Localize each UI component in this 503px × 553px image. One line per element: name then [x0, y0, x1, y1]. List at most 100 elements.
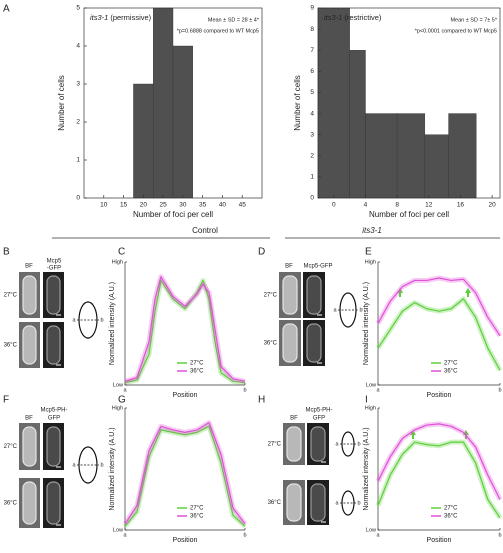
x-tick-label: b	[243, 387, 246, 393]
y-axis-label: Normalized intensity (A.U.)	[363, 427, 370, 510]
channel-label: GFP	[48, 416, 60, 422]
temperature-label: 27°C	[4, 293, 18, 299]
x-tick-label: a	[376, 532, 380, 538]
cell	[46, 481, 61, 525]
temperature-label: 36°C	[268, 500, 282, 506]
x-tick-label: b	[243, 532, 246, 538]
y-tick-label: 7	[310, 47, 314, 54]
x-axis-label: Position	[427, 392, 452, 399]
y-tick-label: 9	[310, 5, 314, 12]
section-header: Control	[192, 226, 218, 235]
panel-letter: A	[3, 4, 10, 15]
line	[124, 422, 246, 525]
x-tick-label: 16	[457, 202, 465, 209]
y-tick-label: 2	[76, 119, 80, 126]
plot-frame	[83, 7, 263, 199]
title-condition: (permissive)	[110, 13, 151, 22]
y-tick-label: 5	[310, 89, 314, 96]
section-header: its3-1	[362, 226, 382, 235]
legend-label: 27°C	[190, 506, 204, 512]
x-axis-label: Position	[427, 537, 452, 544]
bar	[396, 113, 426, 199]
y-tick-label: 4	[76, 43, 80, 50]
panel-letter: H	[258, 395, 265, 406]
annotation: *p<0.0001 compared to WT Mcp5	[415, 28, 497, 34]
chart-title: its3-1 (permissive)	[90, 13, 152, 22]
y-tick-label: Low	[113, 382, 123, 388]
line	[377, 298, 501, 371]
y-tick-label: 0	[310, 195, 314, 202]
x-tick-label: 25	[159, 202, 167, 209]
x-axis-label: Number of foci per cell	[369, 210, 449, 219]
annotation: Mean ± SD = 28 ± 4*	[208, 17, 260, 23]
channel-label: Mcp5	[47, 259, 62, 265]
line	[377, 441, 501, 519]
title-gene: its3-1	[90, 13, 108, 22]
x-axis-label: Position	[173, 537, 198, 544]
x-axis-label: Number of foci per cell	[133, 210, 213, 219]
bar	[448, 113, 477, 199]
panel-letter: G	[118, 395, 126, 406]
profile-end: b	[100, 462, 103, 468]
y-tick-label: 3	[310, 131, 314, 138]
cell	[22, 426, 37, 467]
cell	[286, 426, 302, 462]
x-tick-label: 15	[120, 202, 128, 209]
legend-label: 27°C	[444, 361, 458, 367]
x-tick-label: a	[123, 387, 127, 393]
y-tick-label: High	[112, 259, 123, 265]
annotation: Mean ± SD = 7± 5*	[450, 17, 497, 23]
arrow	[465, 288, 471, 297]
cell	[46, 426, 61, 467]
arrow	[463, 430, 469, 439]
channel-label: -GFP	[47, 266, 61, 272]
cell	[310, 426, 326, 462]
profile-end: a	[333, 307, 337, 313]
y-tick-label: Low	[366, 527, 376, 533]
y-tick-label: High	[365, 259, 376, 265]
cell	[22, 275, 37, 315]
x-tick-label: 45	[239, 202, 247, 209]
temperature-label: 27°C	[4, 444, 18, 450]
x-tick-label: 4	[364, 202, 368, 209]
cell	[282, 275, 298, 315]
temperature-label: 36°C	[4, 343, 18, 349]
channel-label: BF	[25, 416, 33, 422]
profile-end: b	[357, 500, 360, 506]
cell	[286, 483, 302, 522]
x-tick-label: 35	[199, 202, 207, 209]
legend-label: 36°C	[190, 369, 204, 375]
cell	[46, 275, 61, 315]
x-tick-label: 0	[332, 202, 336, 209]
profile-end: b	[100, 317, 103, 323]
profile-end: a	[335, 500, 339, 506]
x-tick-label: 20	[488, 202, 496, 209]
x-axis-label: Position	[173, 392, 198, 399]
bar	[172, 45, 193, 199]
y-tick-label: 4	[310, 110, 314, 117]
arrows	[397, 288, 471, 439]
x-tick-label: 10	[100, 202, 108, 209]
temperature-label: 27°C	[264, 293, 278, 299]
chart-title: its3-1 (restrictive)	[324, 13, 382, 22]
panel-letter: D	[258, 247, 265, 258]
y-axis-label: Normalized intensity (A.U.)	[109, 427, 116, 510]
panel-letter: B	[3, 247, 10, 258]
y-tick-label: 1	[76, 157, 80, 164]
x-tick-label: 40	[219, 202, 227, 209]
cell	[22, 481, 37, 525]
y-tick-label: 3	[76, 81, 80, 88]
cell	[306, 323, 322, 363]
y-tick-label: High	[112, 405, 123, 411]
y-tick-label: 5	[76, 5, 80, 12]
arrow	[397, 288, 403, 297]
legend-label: 36°C	[190, 514, 204, 520]
y-axis-label: Number of cells	[293, 75, 302, 131]
cell	[282, 323, 298, 363]
x-tick-label: 8	[395, 202, 399, 209]
profile-end: a	[72, 317, 76, 323]
line	[124, 425, 246, 527]
channel-label: BF	[290, 416, 298, 422]
y-tick-label: 6	[310, 68, 314, 75]
